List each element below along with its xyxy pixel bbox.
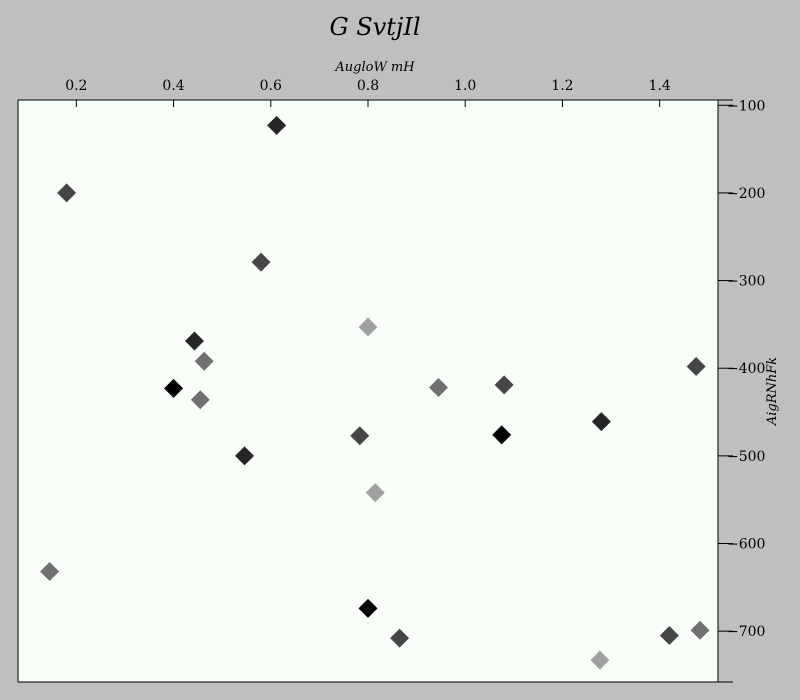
chart-title: G SvtjIl xyxy=(329,13,420,41)
scatter-point xyxy=(659,626,679,646)
x-tick-label: 1.0 xyxy=(454,78,476,94)
plot-area xyxy=(18,100,718,682)
scatter-point xyxy=(428,377,448,397)
x-axis-ticks: 0.2 0.4 0.6 0.8 1.0 1.2 1.4 xyxy=(65,78,671,107)
scatter-point xyxy=(494,375,514,395)
scatter-point xyxy=(251,252,271,272)
y-tick-label: −600 xyxy=(727,537,765,553)
x-tick-label: 1.4 xyxy=(649,78,671,94)
scatter-point xyxy=(184,331,204,351)
x-tick-label: 1.2 xyxy=(551,78,573,94)
x-tick-label: 0.2 xyxy=(65,78,87,94)
x-tick-label: 0.4 xyxy=(162,78,184,94)
y-tick-label: −500 xyxy=(727,449,765,465)
data-points xyxy=(40,115,710,670)
scatter-point xyxy=(235,446,255,466)
y-tick-label: −100 xyxy=(727,98,765,114)
y-axis-ticks: −100 −200 −300 −400 −500 −600 −700 xyxy=(718,98,765,640)
scatter-point xyxy=(690,620,710,640)
scatter-point xyxy=(686,356,706,376)
scatter-point xyxy=(365,483,385,503)
scatter-point xyxy=(492,425,512,445)
y-tick-label: −400 xyxy=(727,361,765,377)
scatter-point xyxy=(57,183,77,203)
scatter-point xyxy=(267,115,287,135)
scatter-point xyxy=(591,412,611,432)
x-tick-label: 0.8 xyxy=(357,78,379,94)
scatter-point xyxy=(164,378,184,398)
x-axis-label: AugloW mH xyxy=(334,60,415,75)
y-axis-label: AigRNhFk xyxy=(765,357,780,426)
scatter-point xyxy=(190,390,210,410)
scatter-point xyxy=(350,426,370,446)
scatter-point xyxy=(194,351,214,371)
scatter-point xyxy=(358,317,378,337)
scatter-point xyxy=(40,562,60,582)
scatter-point xyxy=(590,650,610,670)
scatter-point xyxy=(358,598,378,618)
y-tick-label: −700 xyxy=(727,624,765,640)
x-tick-label: 0.6 xyxy=(260,78,282,94)
scatter-point xyxy=(390,628,410,648)
y-tick-label: −200 xyxy=(727,186,765,202)
y-tick-label: −300 xyxy=(727,274,765,290)
